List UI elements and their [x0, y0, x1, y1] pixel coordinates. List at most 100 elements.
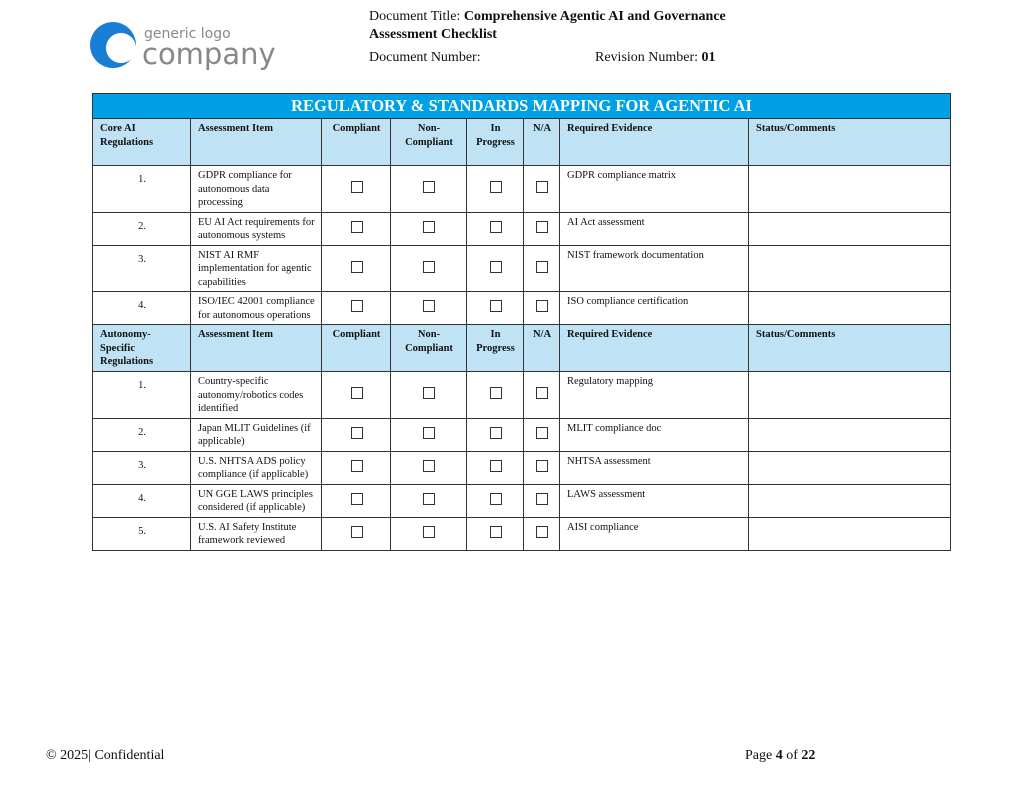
page: 4 — [775, 748, 783, 763]
item-number: 2. — [92, 417, 191, 452]
checkbox-cell — [321, 483, 391, 518]
checkbox-cell — [321, 516, 391, 551]
status-comments — [747, 291, 952, 325]
status-comments — [747, 244, 952, 292]
assessment-item: NIST AI RMF implementation for agentic c… — [190, 244, 322, 292]
column-header: Non-Compliant — [390, 118, 467, 166]
required-evidence: AI Act assessment — [559, 211, 749, 246]
logo-top: generic logo — [144, 26, 231, 42]
revision: Revision Number: 01 — [595, 49, 716, 67]
checkbox — [536, 426, 548, 439]
checkbox-cell — [466, 417, 524, 452]
checkbox-cell — [523, 483, 560, 518]
checkbox — [536, 220, 548, 233]
checkbox-cell — [390, 291, 467, 325]
confidential: Confidential — [94, 748, 165, 763]
checkbox-cell — [390, 516, 467, 551]
column-header: Compliant — [321, 324, 391, 372]
status-comments — [747, 417, 952, 452]
checkbox — [350, 426, 363, 439]
checkbox-cell — [321, 244, 391, 292]
checkbox — [423, 492, 435, 505]
checkbox-cell — [321, 291, 391, 325]
checkbox — [489, 525, 502, 538]
column-header: Autonomy-Specific Regulations — [92, 324, 191, 372]
checklist-row: 3. NIST AI RMF implementation for agentic… — [92, 244, 952, 292]
checkbox — [423, 525, 435, 538]
checkbox-cell — [390, 483, 467, 518]
checkbox-cell — [390, 450, 467, 485]
item-number: 4. — [92, 291, 191, 325]
item-number: 5. — [92, 516, 191, 551]
checkbox — [489, 492, 502, 505]
checklist-row: 3. U.S. NHTSA ADS policy compliance (if a… — [92, 450, 952, 485]
assessment-item: ISO/IEC 42001 compliance for autonomous … — [190, 291, 322, 325]
item-number: 1. — [92, 371, 191, 419]
item-number: 4. — [92, 483, 191, 518]
column-header: Required Evidence — [559, 324, 749, 372]
checkbox-cell — [466, 291, 524, 325]
checkbox — [536, 387, 548, 399]
item-number: 3. — [92, 244, 191, 292]
item-number: 3. — [92, 450, 191, 485]
checklist-table: REGULATORY & STANDARDS MAPPING FOR AGENT… — [91, 93, 952, 551]
section-header: Core AI Regulations Assessment Item Compli… — [92, 118, 952, 166]
checkbox — [489, 220, 502, 233]
checkbox — [423, 459, 435, 472]
checkbox — [350, 300, 363, 313]
checkbox — [350, 525, 363, 538]
checkbox-cell — [466, 516, 524, 551]
column-header: In Progress — [466, 324, 524, 372]
revision-value: 01 — [701, 50, 716, 65]
checkbox — [350, 459, 363, 472]
required-evidence: GDPR compliance matrix — [559, 165, 749, 213]
checkbox — [350, 492, 363, 505]
required-evidence: LAWS assessment — [559, 483, 749, 518]
page-label: Page — [745, 748, 773, 763]
checkbox — [536, 525, 548, 538]
status-comments — [747, 450, 952, 485]
total: 22 — [801, 748, 816, 763]
checklist-row: 4. ISO/IEC 42001 compliance for autonomou… — [92, 291, 952, 325]
checkbox-cell — [466, 211, 524, 246]
assessment-item: U.S. AI Safety Institute framework revie… — [190, 516, 322, 551]
number-label: Document Number: — [369, 50, 481, 65]
column-header: N/A — [523, 118, 560, 166]
checkbox — [350, 387, 363, 399]
required-evidence: NIST framework documentation — [559, 244, 749, 292]
column-header: Compliant — [321, 118, 391, 166]
checkbox-cell — [390, 417, 467, 452]
column-header: N/A — [523, 324, 560, 372]
checkbox-cell — [321, 450, 391, 485]
checkbox-cell — [523, 244, 560, 292]
revision-label: Revision Number: — [595, 50, 699, 65]
status-comments — [747, 483, 952, 518]
checkbox-cell — [523, 417, 560, 452]
checkbox-cell — [466, 165, 524, 213]
section-header: Autonomy-Specific Regulations Assessment … — [92, 324, 952, 372]
assessment-item: EU AI Act requirements for autonomous sy… — [190, 211, 322, 246]
checkbox-cell — [321, 417, 391, 452]
checklist-row: 1. GDPR compliance for autonomous data pr… — [92, 165, 952, 213]
assessment-item: U.S. NHTSA ADS policy compliance (if app… — [190, 450, 322, 485]
checkbox — [489, 426, 502, 439]
checklist-row: 1. Country-specific autonomy/robotics cod… — [92, 371, 952, 419]
checkbox — [423, 260, 435, 273]
of: of — [786, 748, 798, 763]
checklist-row: 5. U.S. AI Safety Institute framework rev… — [92, 516, 952, 551]
checkbox — [350, 181, 363, 193]
checkbox-cell — [523, 516, 560, 551]
checkbox — [536, 459, 548, 472]
checkbox — [423, 387, 435, 399]
checkbox — [536, 181, 548, 193]
logo: generic logo company — [90, 22, 276, 71]
checkbox-cell — [390, 211, 467, 246]
checkbox-cell — [390, 244, 467, 292]
checklist-row: 4. UN GGE LAWS principles considered (if … — [92, 483, 952, 518]
checkbox — [423, 220, 435, 233]
checkbox-cell — [321, 211, 391, 246]
checkbox-cell — [321, 371, 391, 419]
checkbox-cell — [466, 483, 524, 518]
doc-title: Comprehensive Agentic AI and Governance … — [369, 9, 726, 42]
